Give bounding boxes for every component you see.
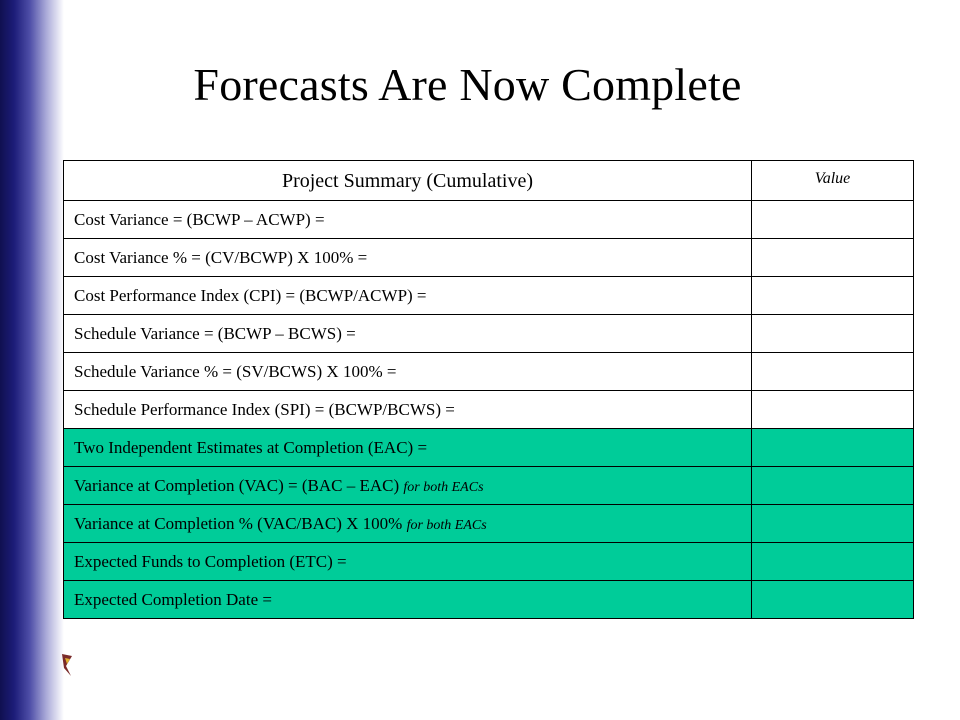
row-label-cell: Expected Completion Date = [63, 580, 752, 619]
table-header-row: Project Summary (Cumulative) Value [63, 160, 914, 201]
table-row: Cost Variance % = (CV/BCWP) X 100% = [63, 238, 914, 277]
row-label-cell: Two Independent Estimates at Completion … [63, 428, 752, 467]
row-label: Schedule Performance Index (SPI) = (BCWP… [74, 399, 455, 419]
row-label-cell: Schedule Variance = (BCWP – BCWS) = [63, 314, 752, 353]
row-label-cell: Schedule Variance % = (SV/BCWS) X 100% = [63, 352, 752, 391]
row-label-suffix: for both EACs [406, 517, 487, 533]
row-label-suffix: for both EACs [403, 479, 484, 495]
table-row: Schedule Variance % = (SV/BCWS) X 100% = [63, 352, 914, 391]
decorative-mark-icon [62, 654, 72, 676]
row-label: Expected Completion Date = [74, 589, 272, 609]
row-label: Expected Funds to Completion (ETC) = [74, 551, 347, 571]
row-label: Variance at Completion % (VAC/BAC) X 100… [74, 513, 407, 533]
row-value-cell [751, 352, 914, 391]
row-label-cell: Cost Variance = (BCWP – ACWP) = [63, 200, 752, 239]
page-title: Forecasts Are Now Complete [193, 59, 742, 110]
table-row: Cost Performance Index (CPI) = (BCWP/ACW… [63, 276, 914, 315]
project-summary-table: Project Summary (Cumulative) Value Cost … [63, 160, 914, 619]
table-row: Schedule Performance Index (SPI) = (BCWP… [63, 390, 914, 429]
row-label: Variance at Completion (VAC) = (BAC – EA… [74, 475, 404, 495]
row-value-cell [751, 238, 914, 277]
row-label-cell: Schedule Performance Index (SPI) = (BCWP… [63, 390, 752, 429]
table-row: Two Independent Estimates at Completion … [63, 428, 914, 467]
column-header-summary: Project Summary (Cumulative) [63, 160, 752, 201]
row-value-cell [751, 390, 914, 429]
table-row: Variance at Completion (VAC) = (BAC – EA… [63, 466, 914, 505]
row-value-cell [751, 580, 914, 619]
row-value-cell [751, 276, 914, 315]
row-label: Two Independent Estimates at Completion … [74, 437, 428, 457]
table-row: Variance at Completion % (VAC/BAC) X 100… [63, 504, 914, 543]
row-label: Cost Variance % = (CV/BCWP) X 100% = [74, 247, 368, 267]
row-label: Schedule Variance % = (SV/BCWS) X 100% = [74, 361, 397, 381]
row-value-cell [751, 466, 914, 505]
side-gradient-bar [0, 0, 64, 720]
table-row: Schedule Variance = (BCWP – BCWS) = [63, 314, 914, 353]
table-row: Expected Completion Date = [63, 580, 914, 619]
row-label-cell: Cost Performance Index (CPI) = (BCWP/ACW… [63, 276, 752, 315]
row-label-cell: Expected Funds to Completion (ETC) = [63, 542, 752, 581]
row-value-cell [751, 504, 914, 543]
row-label: Cost Performance Index (CPI) = (BCWP/ACW… [74, 285, 427, 305]
row-label-cell: Cost Variance % = (CV/BCWP) X 100% = [63, 238, 752, 277]
row-value-cell [751, 314, 914, 353]
row-value-cell [751, 542, 914, 581]
row-value-cell [751, 428, 914, 467]
row-label-cell: Variance at Completion % (VAC/BAC) X 100… [63, 504, 752, 543]
table-row: Cost Variance = (BCWP – ACWP) = [63, 200, 914, 239]
column-header-value: Value [751, 160, 914, 201]
table-row: Expected Funds to Completion (ETC) = [63, 542, 914, 581]
row-value-cell [751, 200, 914, 239]
row-label-cell: Variance at Completion (VAC) = (BAC – EA… [63, 466, 752, 505]
row-label: Schedule Variance = (BCWP – BCWS) = [74, 323, 356, 343]
row-label: Cost Variance = (BCWP – ACWP) = [74, 209, 325, 229]
